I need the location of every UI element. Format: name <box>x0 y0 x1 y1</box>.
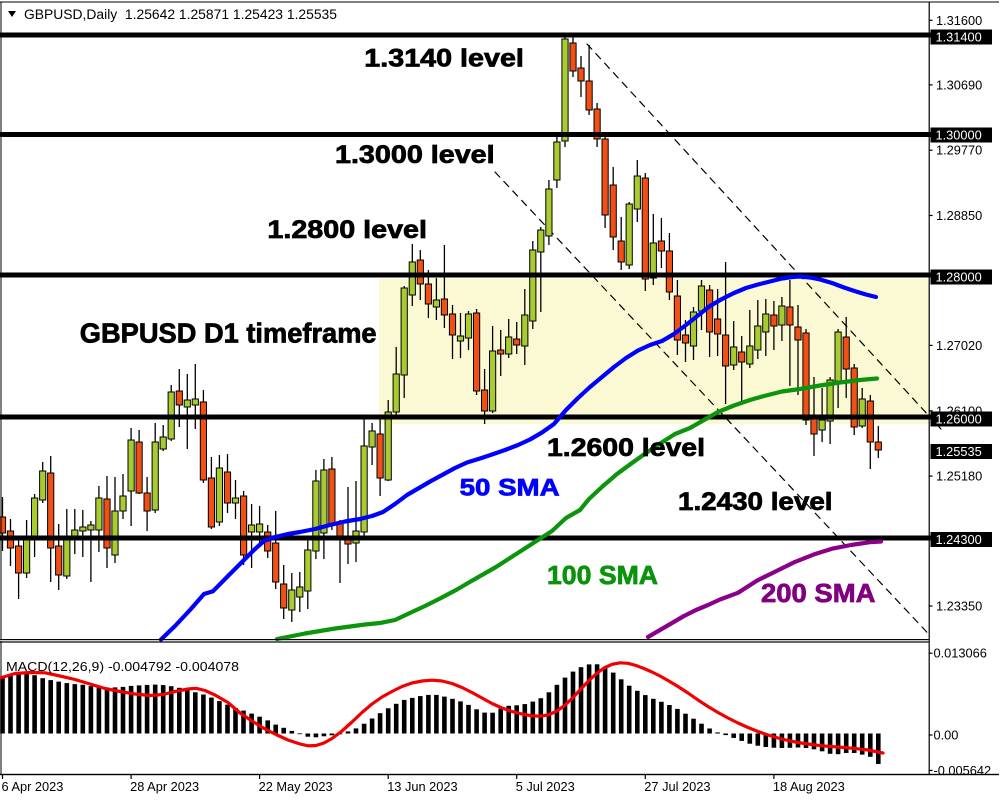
svg-text:GBPUSD D1 timeframe: GBPUSD D1 timeframe <box>80 318 377 349</box>
svg-text:50 SMA: 50 SMA <box>460 475 560 502</box>
svg-text:100 SMA: 100 SMA <box>547 560 658 590</box>
svg-text:1.30000: 1.30000 <box>936 128 982 143</box>
svg-text:1.30690: 1.30690 <box>936 77 982 92</box>
svg-text:18 Aug 2023: 18 Aug 2023 <box>773 779 845 794</box>
svg-text:0.013066: 0.013066 <box>934 646 987 661</box>
svg-text:1.31400: 1.31400 <box>936 30 982 45</box>
svg-text:1.24300: 1.24300 <box>936 532 982 547</box>
svg-text:1.29770: 1.29770 <box>936 143 982 158</box>
svg-text:1.3140 level: 1.3140 level <box>364 45 524 73</box>
svg-text:1.25535: 1.25535 <box>936 444 982 459</box>
svg-text:1.25180: 1.25180 <box>936 469 982 484</box>
svg-text:1.2800 level: 1.2800 level <box>267 216 427 244</box>
svg-text:0.00: 0.00 <box>934 728 959 743</box>
svg-text:-0.005642: -0.005642 <box>934 763 992 778</box>
svg-text:22 May 2023: 22 May 2023 <box>259 779 333 794</box>
svg-text:GBPUSD,Daily 1.25642 1.25871: GBPUSD,Daily 1.25642 1.25871 1.25423 1.2… <box>24 7 337 22</box>
svg-text:200 SMA: 200 SMA <box>761 578 876 608</box>
svg-text:1.2430 level: 1.2430 level <box>678 488 833 516</box>
svg-text:1.31600: 1.31600 <box>936 13 982 28</box>
svg-text:1.27020: 1.27020 <box>936 338 982 353</box>
svg-text:13 Jun 2023: 13 Jun 2023 <box>387 779 457 794</box>
svg-text:6 Apr 2023: 6 Apr 2023 <box>2 779 64 794</box>
svg-text:28 Apr 2023: 28 Apr 2023 <box>130 779 199 794</box>
svg-text:5 Jul 2023: 5 Jul 2023 <box>516 779 575 794</box>
svg-text:1.3000 level: 1.3000 level <box>335 141 495 169</box>
svg-text:1.2600 level: 1.2600 level <box>547 434 705 462</box>
svg-text:1.28000: 1.28000 <box>936 270 982 285</box>
svg-text:1.26000: 1.26000 <box>936 412 982 427</box>
svg-text:1.28850: 1.28850 <box>936 208 982 223</box>
svg-text:27 Jul 2023: 27 Jul 2023 <box>644 779 710 794</box>
svg-text:1.23350: 1.23350 <box>936 599 982 614</box>
svg-text:MACD(12,26,9) -0.004792 -0.004: MACD(12,26,9) -0.004792 -0.004078 <box>6 659 239 674</box>
